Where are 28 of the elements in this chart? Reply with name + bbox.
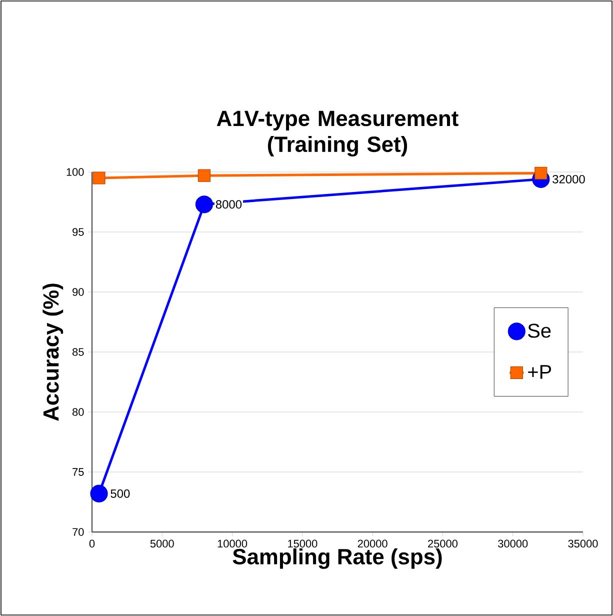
x-tick-label: 20000: [358, 540, 388, 548]
chart-title: A1V-type Measurement (Training Set): [216, 110, 458, 156]
x-axis-title: Sampling Rate (sps): [232, 548, 442, 569]
annotation: 32000: [552, 174, 585, 184]
y-axis-title: Accuracy (%): [42, 284, 64, 421]
y-tick-label: 70: [72, 528, 84, 536]
x-tick-label: 0: [89, 540, 95, 548]
annotation: 8000: [216, 200, 242, 209]
point: [198, 169, 211, 182]
point: [534, 166, 548, 180]
y-tick-label: 80: [72, 408, 84, 416]
x-tick-label: 5000: [150, 540, 174, 548]
legend-label: +P: [528, 365, 552, 379]
y-tick-label: 95: [72, 228, 84, 236]
y-tick-label: 75: [72, 468, 84, 476]
point: [92, 172, 106, 184]
legend-label: Se: [528, 324, 551, 338]
x-tick-label: 35000: [568, 540, 598, 548]
y-tick-label: 100: [66, 168, 84, 176]
annotation: 500: [110, 489, 130, 498]
x-tick-label: 15000: [288, 540, 318, 548]
x-tick-label: 25000: [428, 540, 458, 548]
x-tick-label: 10000: [218, 540, 248, 548]
point: [90, 484, 108, 502]
x-tick-label: 30000: [498, 540, 528, 548]
y-tick-label: 85: [72, 348, 84, 356]
y-tick-label: 90: [72, 288, 84, 296]
point: [195, 196, 214, 214]
